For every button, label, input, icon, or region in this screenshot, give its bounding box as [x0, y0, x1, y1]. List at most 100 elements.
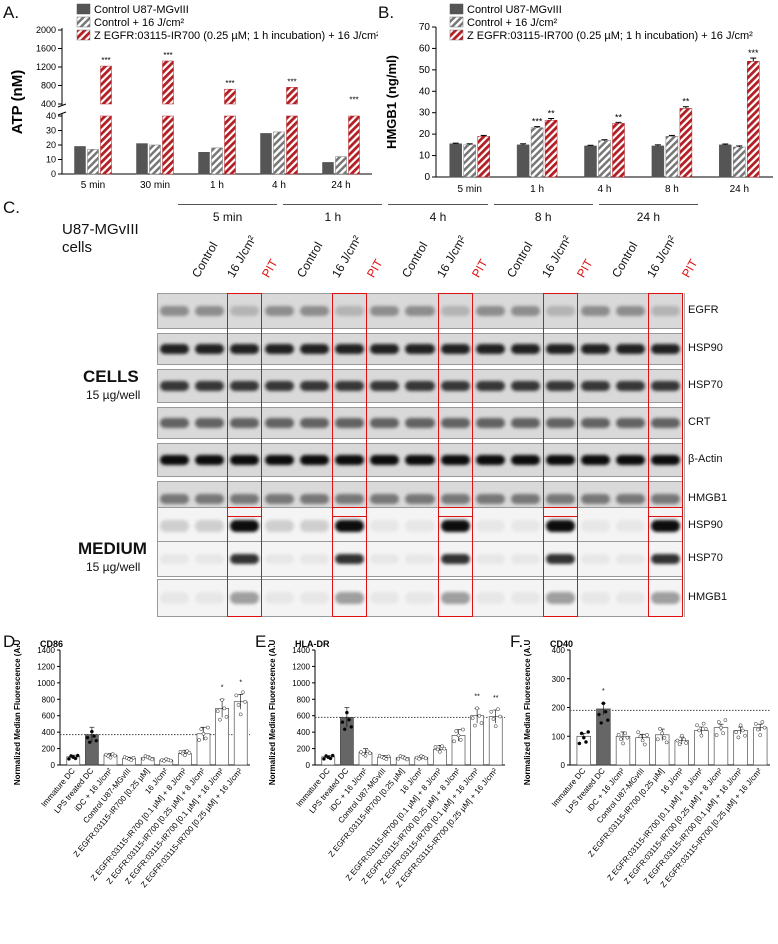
data-point — [363, 753, 368, 758]
blot-band — [650, 520, 680, 532]
x-tick-label: 24 h — [730, 184, 749, 195]
bar — [596, 708, 611, 766]
data-point — [131, 755, 136, 760]
blot-band — [475, 418, 505, 428]
significance-mark: * — [239, 679, 242, 686]
blot-band — [475, 493, 505, 505]
data-point — [753, 722, 758, 726]
blot-band — [440, 344, 470, 354]
x-tick-label: 1 h — [210, 180, 224, 191]
y-axis-label: ATP (nM) — [9, 70, 26, 134]
legend-label-2: Control + 16 J/cm² — [467, 17, 558, 29]
blot-band — [440, 380, 470, 392]
significance-mark: ** — [474, 693, 480, 700]
panel-label-b: B. — [378, 3, 395, 22]
blot-band — [405, 592, 435, 604]
blot-band — [650, 493, 680, 505]
blot-band — [475, 344, 505, 354]
y-tick-label: 10 — [46, 155, 56, 165]
data-point — [396, 756, 401, 761]
bar — [87, 149, 99, 175]
y-tick-label: 1200 — [292, 662, 310, 671]
data-point — [493, 724, 498, 729]
pit-highlight-box — [542, 293, 578, 517]
data-point — [199, 727, 204, 731]
data-point — [655, 737, 660, 742]
data-point — [701, 721, 706, 726]
blot-band — [335, 305, 365, 317]
y-tick-label: 0 — [424, 172, 430, 183]
pit-highlight-box — [227, 293, 263, 517]
data-point — [461, 727, 465, 732]
data-point — [477, 713, 482, 718]
data-point — [234, 693, 239, 698]
bar-lower — [224, 115, 236, 175]
blot-band — [370, 418, 400, 428]
blot-band — [580, 418, 610, 428]
blot-band — [510, 380, 540, 392]
data-point — [92, 734, 96, 738]
lane-label-pit: PIT — [574, 256, 596, 280]
data-point — [642, 742, 647, 747]
data-point — [224, 714, 229, 719]
blot-band — [405, 344, 435, 354]
y-axis-label: Normalized Median Fluorescence (A.U.) — [13, 640, 22, 785]
blot-band — [510, 592, 540, 604]
lane-label-pit: PIT — [258, 256, 281, 280]
bar — [719, 144, 732, 178]
data-point — [458, 738, 463, 742]
data-point — [206, 725, 210, 730]
y-tick-label: 1000 — [292, 679, 310, 688]
significance-mark: *** — [163, 51, 172, 60]
y-tick-label: 200 — [42, 745, 56, 754]
bar — [449, 143, 462, 178]
blot-band — [475, 592, 505, 604]
blot-band — [440, 553, 470, 565]
blot-band — [265, 520, 295, 532]
data-point — [238, 712, 243, 717]
blot-band — [615, 344, 645, 354]
blot-band — [545, 520, 575, 532]
bar-lower — [348, 115, 360, 175]
pit-highlight-box — [332, 507, 368, 617]
data-point — [129, 758, 134, 762]
legend-swatch-3 — [76, 29, 91, 41]
blot-band — [160, 592, 190, 604]
blot-band — [545, 418, 575, 428]
blot-band — [160, 553, 190, 565]
data-point — [473, 723, 477, 728]
blot-band — [615, 454, 645, 466]
data-point — [349, 725, 354, 729]
blot-band — [405, 520, 435, 532]
data-point — [183, 753, 187, 758]
data-point — [433, 745, 438, 749]
data-point — [470, 716, 475, 721]
bar — [260, 133, 272, 175]
blot-band — [545, 344, 575, 354]
data-point — [342, 727, 347, 732]
data-point — [384, 757, 389, 761]
blot-band — [580, 380, 610, 392]
bar — [713, 727, 729, 766]
blot-band — [580, 305, 610, 317]
blot-band — [440, 493, 470, 505]
data-point — [417, 756, 421, 761]
data-point — [645, 733, 649, 737]
blot-band — [615, 553, 645, 565]
cells-bracket — [684, 293, 685, 517]
bar — [477, 136, 490, 178]
blot-band — [300, 520, 330, 532]
data-point — [75, 753, 80, 758]
blot-band — [300, 344, 330, 354]
bar — [335, 156, 347, 175]
data-point — [197, 738, 201, 742]
data-point — [236, 703, 241, 707]
y-tick-label: 1400 — [292, 646, 310, 655]
blot-band — [300, 305, 330, 317]
protein-label: CRT — [688, 416, 711, 428]
blot-band — [195, 520, 225, 532]
significance-mark: *** — [225, 79, 234, 88]
blot-band — [300, 380, 330, 392]
panel-label-f: F. — [510, 632, 524, 651]
